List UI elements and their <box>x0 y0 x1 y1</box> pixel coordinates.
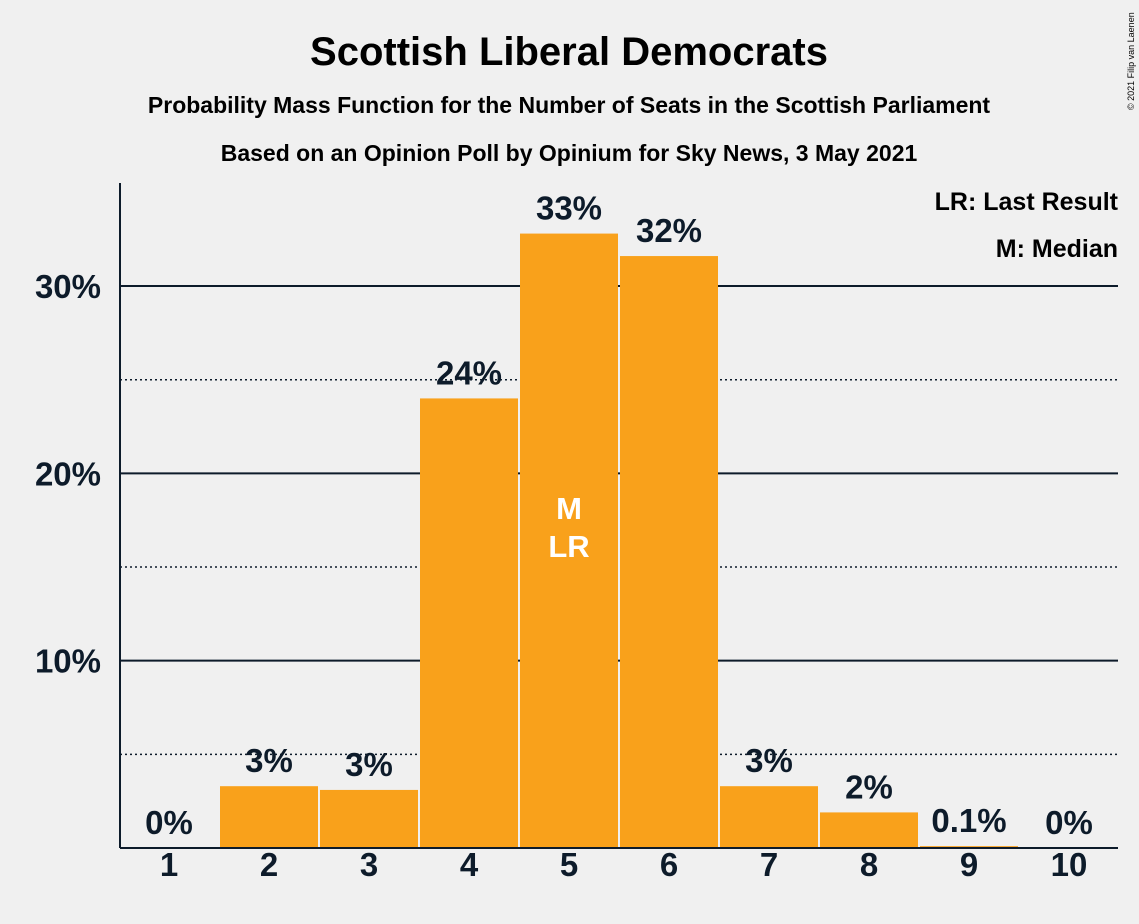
bar <box>420 398 518 848</box>
copyright-notice: © 2021 Filip van Laenen <box>1126 12 1136 110</box>
bar <box>520 233 618 849</box>
x-tick-label: 7 <box>760 846 778 883</box>
bar-value-label: 3% <box>345 746 393 783</box>
bar <box>220 786 318 848</box>
x-tick-label: 5 <box>560 846 578 883</box>
legend-last-result: LR: Last Result <box>935 188 1119 216</box>
x-tick-label: 9 <box>960 846 978 883</box>
y-tick-label: 10% <box>35 643 101 680</box>
y-tick-label: 30% <box>35 268 101 305</box>
bar-value-label: 0% <box>1045 804 1093 841</box>
bar-labels: 0% 1 3% 2 3% 3 24% 4 33% 5 32% 6 3% 7 2% 8 0.1% 9 0% 10 MLR <box>145 190 1093 883</box>
gridlines: 10% 20% 30% <box>35 268 1118 756</box>
bar-value-label: 3% <box>245 742 293 779</box>
bars <box>220 233 1018 849</box>
x-tick-label: 8 <box>860 846 878 883</box>
y-tick-label: 20% <box>35 455 101 492</box>
bar-value-label: 0% <box>145 804 193 841</box>
bar <box>820 812 918 848</box>
bar <box>720 786 818 848</box>
bar-value-label: 0.1% <box>931 802 1006 839</box>
chart-subtitle: Probability Mass Function for the Number… <box>148 92 991 118</box>
x-tick-label: 6 <box>660 846 678 883</box>
bar-value-label: 3% <box>745 742 793 779</box>
bar <box>320 789 418 848</box>
chart-title: Scottish Liberal Democrats <box>310 30 828 74</box>
x-tick-label: 2 <box>260 846 278 883</box>
chart-subtitle-poll: Based on an Opinion Poll by Opinium for … <box>221 140 918 166</box>
legend-median: M: Median <box>996 235 1118 263</box>
bar-value-label: 32% <box>636 212 702 249</box>
bar-marker-label: LR <box>548 529 589 564</box>
x-tick-label: 1 <box>160 846 178 883</box>
bar-value-label: 24% <box>436 354 502 391</box>
bar <box>620 256 718 848</box>
legend: LR: Last Result M: Median <box>935 188 1119 263</box>
axes <box>119 183 1118 849</box>
bar-value-label: 2% <box>845 768 893 805</box>
x-tick-label: 3 <box>360 846 378 883</box>
x-tick-label: 4 <box>460 846 479 883</box>
x-tick-label: 10 <box>1051 846 1088 883</box>
bar-marker-label: M <box>556 491 582 526</box>
bar-value-label: 33% <box>536 190 602 227</box>
